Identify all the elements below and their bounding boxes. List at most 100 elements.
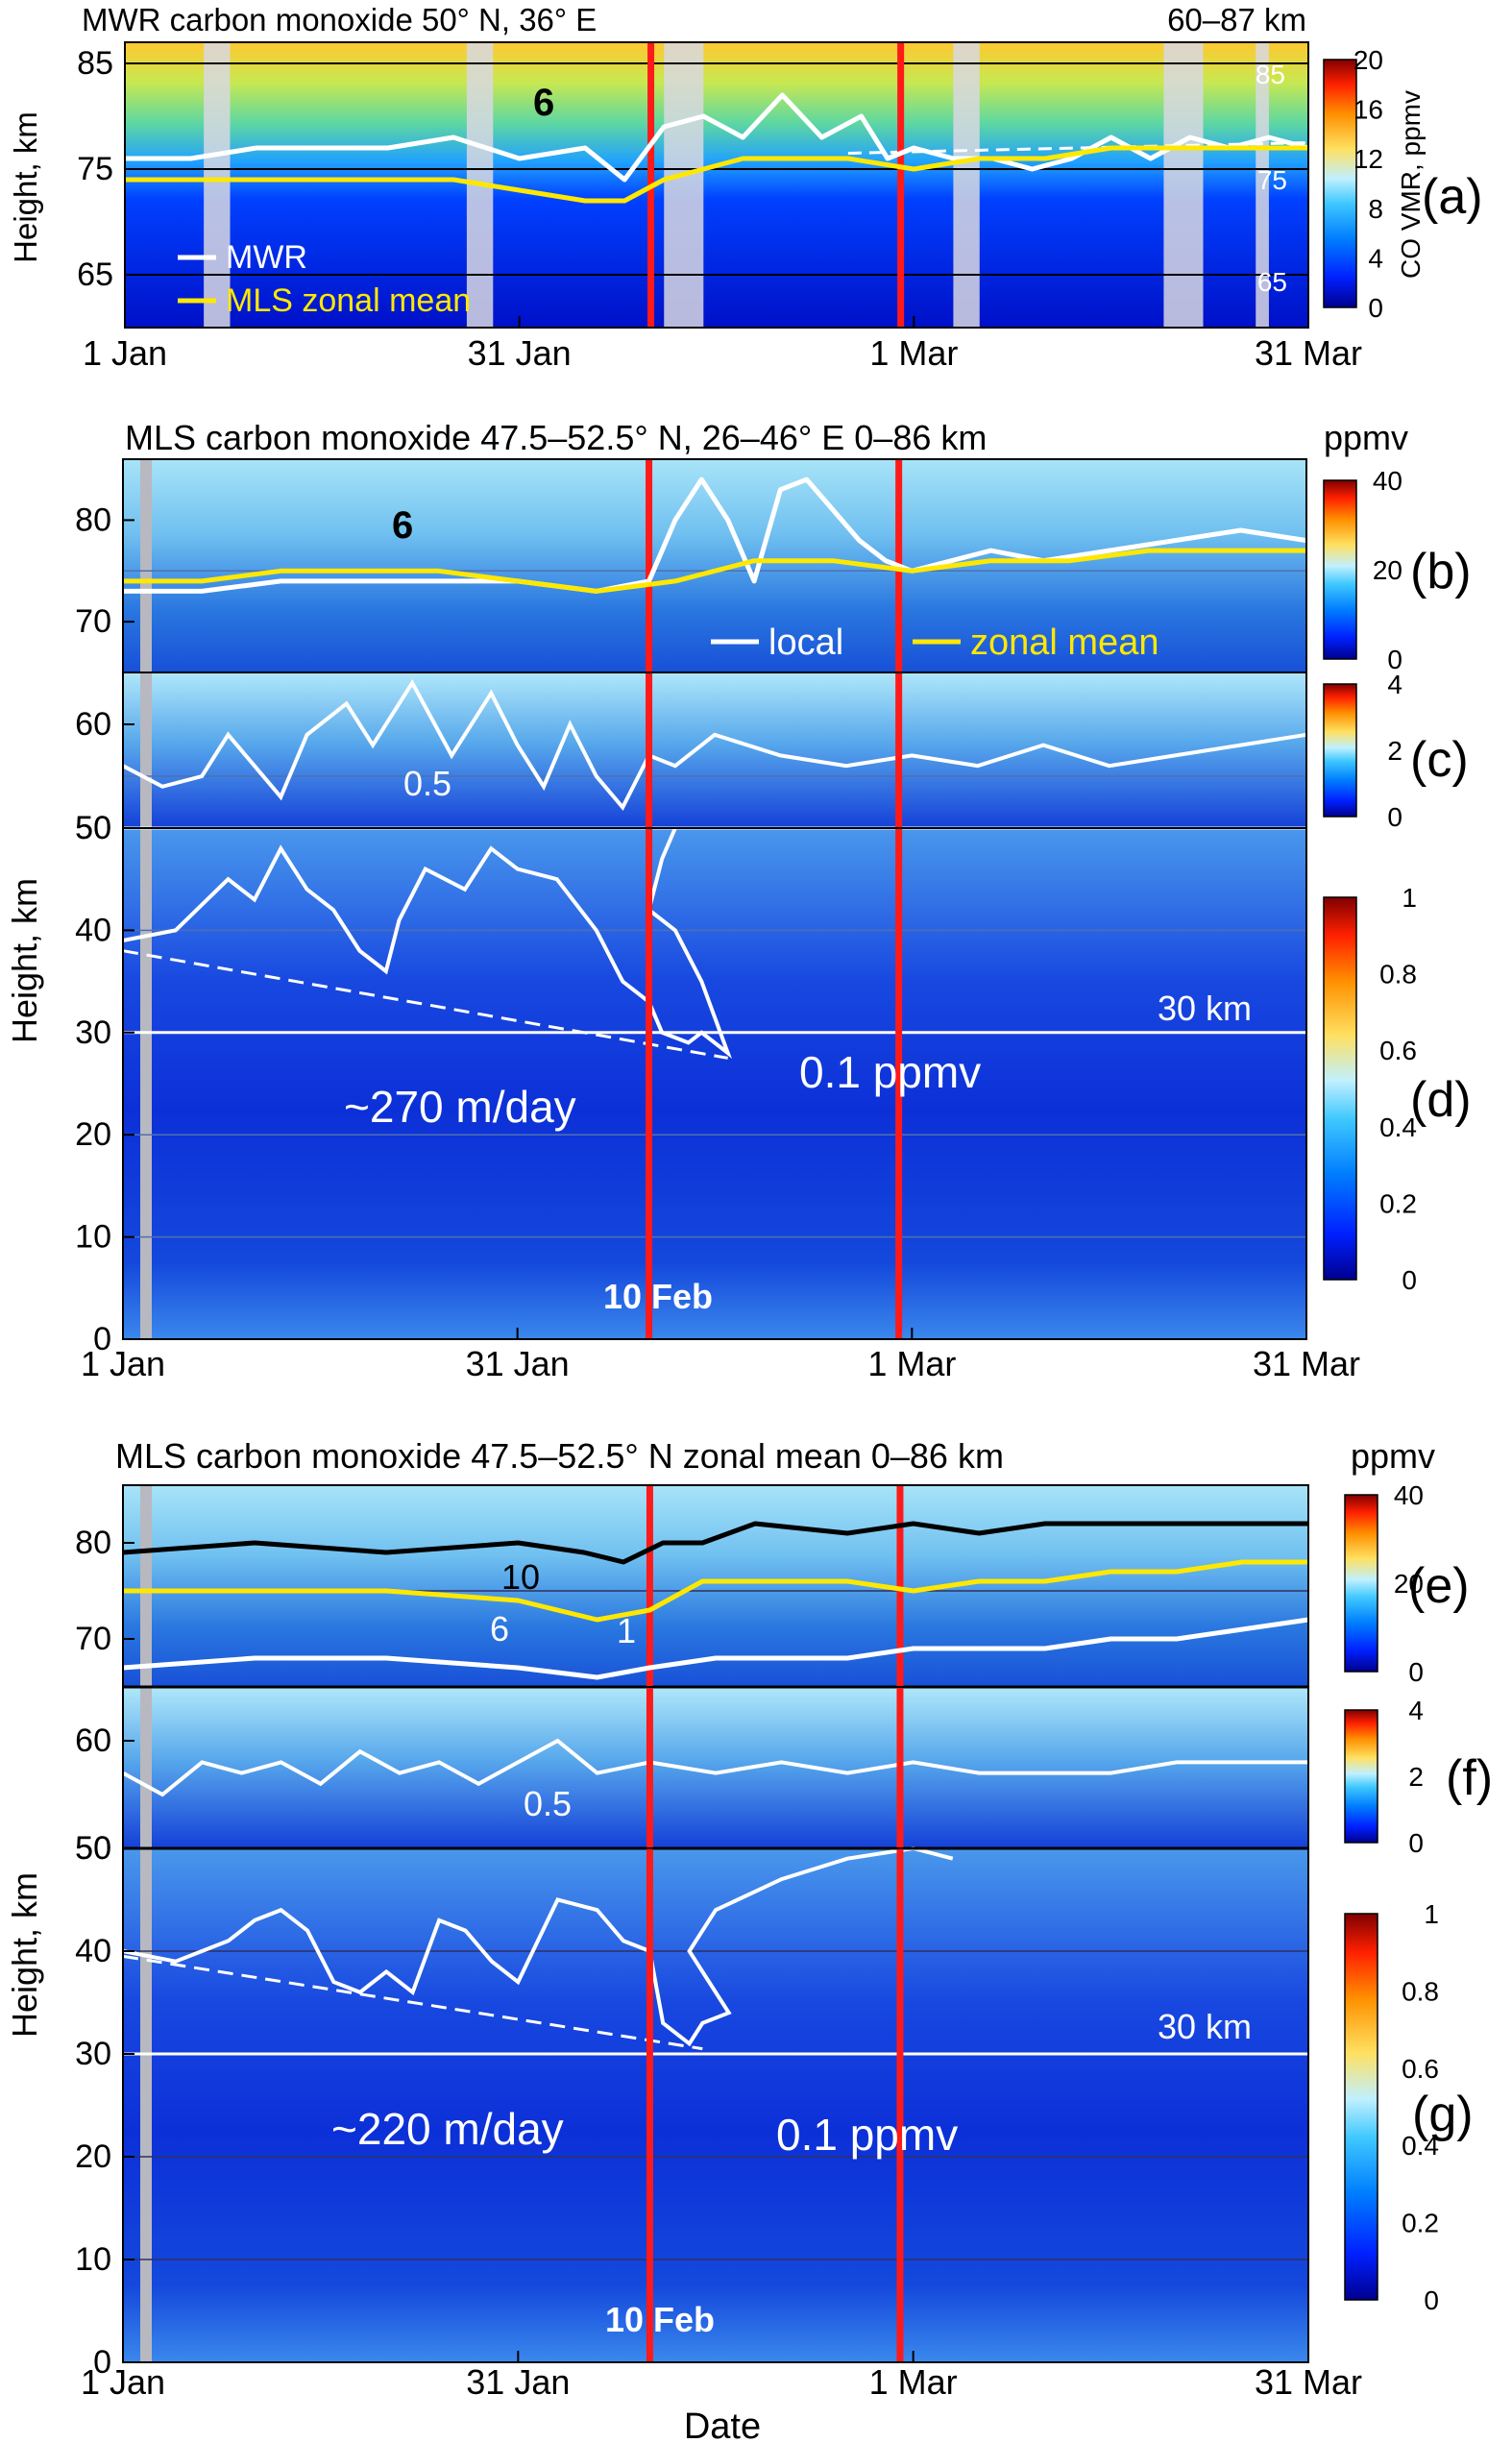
panel-b-letter: (b) bbox=[1410, 544, 1472, 599]
xtick-d-3: 31 Mar bbox=[1253, 1344, 1360, 1383]
cbtick-b-20: 20 bbox=[1373, 555, 1402, 585]
panel-d-30km-label: 30 km bbox=[1158, 989, 1252, 1028]
cbtick-f-0: 0 bbox=[1408, 1828, 1424, 1858]
ytick-b-80: 80 bbox=[75, 501, 111, 538]
cbtick-d-0.6: 0.6 bbox=[1379, 1036, 1417, 1065]
ytick-f-50: 50 bbox=[75, 1830, 111, 1867]
data-gap-5 bbox=[1256, 42, 1269, 328]
ytick-d-20: 20 bbox=[75, 1116, 111, 1153]
panel-f-heatmap bbox=[123, 1687, 1308, 1848]
colorbar-a bbox=[1323, 59, 1357, 308]
series-a-1 bbox=[125, 145, 1308, 204]
panel-c-heatmap bbox=[123, 672, 1306, 828]
ytick-g-20: 20 bbox=[75, 2138, 111, 2175]
colorbar-c bbox=[1323, 683, 1357, 818]
xtick-a-2: 1 Mar bbox=[869, 333, 958, 373]
descent-line-d bbox=[122, 949, 728, 1060]
cbtick-g-0.8: 0.8 bbox=[1402, 1976, 1439, 2006]
ytick-d-40: 40 bbox=[75, 912, 111, 948]
xtick-g-3: 31 Mar bbox=[1255, 2362, 1362, 2402]
data-gap-2 bbox=[664, 42, 704, 328]
cbtick-g-0: 0 bbox=[1424, 2285, 1439, 2315]
contour-c-0.5 bbox=[122, 678, 1307, 811]
panel-b-units: ppmv bbox=[1324, 418, 1408, 457]
cbtick-d-0: 0 bbox=[1402, 1265, 1417, 1295]
panel-e-label-10: 10 bbox=[501, 1557, 540, 1597]
grey-strip-efg bbox=[140, 1485, 152, 2362]
cbtick-a-16: 16 bbox=[1353, 95, 1383, 125]
cbtick-g-0.2: 0.2 bbox=[1402, 2209, 1439, 2238]
panel-a-series: 65 75 85 1 Jan 31 Jan 1 Mar 31 Mar bbox=[77, 42, 1362, 373]
ytick-g-0: 0 bbox=[93, 2344, 111, 2381]
colorbar-a-label: CO VMR, ppmv bbox=[1396, 90, 1426, 279]
panel-g-10feb-label: 10 Feb bbox=[605, 2300, 715, 2339]
series-a-0 bbox=[125, 92, 1309, 183]
cbtick-g-1: 1 bbox=[1424, 1899, 1439, 1929]
panel-d-frame bbox=[122, 827, 1307, 1340]
ytick-c-50: 50 bbox=[75, 810, 111, 846]
legend-label-mwr: MWR bbox=[226, 239, 307, 276]
cbtick-d-0.8: 0.8 bbox=[1379, 960, 1417, 989]
colorbar-d bbox=[1323, 896, 1357, 1281]
panel-g-frame bbox=[122, 1847, 1309, 2363]
cbtick-d-0.2: 0.2 bbox=[1379, 1188, 1417, 1218]
ytick-c-60: 60 bbox=[75, 706, 111, 743]
ytick-g-40: 40 bbox=[75, 1933, 111, 1969]
panel-a-legend: MWR MLS zonal mean bbox=[178, 239, 471, 319]
panel-b-title: MLS carbon monoxide 47.5–52.5° N, 26–46°… bbox=[125, 418, 987, 457]
panel-b-contour-label: 6 bbox=[392, 504, 413, 547]
colorbar-f bbox=[1344, 1709, 1378, 1844]
cbtick-f-2: 2 bbox=[1408, 1762, 1424, 1792]
colorbar-e bbox=[1344, 1494, 1378, 1673]
colorbar-b bbox=[1323, 479, 1357, 660]
cbtick-a-20: 20 bbox=[1353, 45, 1383, 75]
panel-a-title: MWR carbon monoxide 50° N, 36° E bbox=[82, 2, 597, 37]
ytick-d-50: 50 bbox=[75, 810, 111, 846]
panel-a: MWR carbon monoxide 50° N, 36° E 60–87 k… bbox=[8, 2, 1483, 373]
cbtick-a-4: 4 bbox=[1368, 243, 1383, 273]
ytick-g-30: 30 bbox=[75, 2036, 111, 2072]
series-e-2 bbox=[122, 1617, 1309, 1680]
xtick-g-1: 31 Jan bbox=[466, 2362, 570, 2402]
ytick-b-70: 70 bbox=[75, 603, 111, 640]
cbtick-c-0: 0 bbox=[1387, 802, 1402, 832]
data-gap-0 bbox=[204, 42, 231, 328]
panel-g-30km-label: 30 km bbox=[1158, 2007, 1252, 2046]
cbtick-e-20: 20 bbox=[1394, 1569, 1424, 1599]
panel-g-heatmap bbox=[123, 1848, 1308, 2362]
xtick-g-2: 1 Mar bbox=[869, 2362, 958, 2402]
panel-a-colorbar: 0 4 8 12 16 20 CO VMR, ppmv bbox=[1323, 45, 1426, 323]
data-gap-3 bbox=[953, 42, 980, 328]
ytick-f-60: 60 bbox=[75, 1722, 111, 1759]
panel-e-units: ppmv bbox=[1351, 1436, 1435, 1476]
panel-bcd: MLS carbon monoxide 47.5–52.5° N, 26–46°… bbox=[5, 418, 1472, 1383]
ytick-d-0: 0 bbox=[93, 1321, 111, 1357]
cbtick-g-0.6: 0.6 bbox=[1402, 2054, 1439, 2084]
ytick-e-70: 70 bbox=[75, 1621, 111, 1657]
cbtick-e-40: 40 bbox=[1394, 1480, 1424, 1510]
panel-e-letter: (e) bbox=[1408, 1558, 1470, 1614]
panel-a-letter: (a) bbox=[1422, 169, 1483, 225]
xtick-a-3: 31 Mar bbox=[1255, 333, 1362, 373]
cbtick-b-0: 0 bbox=[1387, 645, 1402, 674]
panel-d-10feb-label: 10 Feb bbox=[603, 1277, 713, 1316]
ytick-a-85: 85 bbox=[77, 45, 113, 82]
xtick-g-0: 1 Jan bbox=[81, 2362, 165, 2402]
xtick-a-0: 1 Jan bbox=[83, 333, 167, 373]
legend-label-zonal: zonal mean bbox=[970, 623, 1158, 663]
panel-e-label-1: 1 bbox=[617, 1611, 636, 1650]
cbtick-b-40: 40 bbox=[1373, 466, 1402, 496]
panel-d-letter: (d) bbox=[1410, 1072, 1472, 1128]
panel-g-descent-label: ~220 m/day bbox=[331, 2104, 564, 2154]
contour-g-0.1 bbox=[122, 1845, 954, 2047]
cbtick-e-0: 0 bbox=[1408, 1657, 1424, 1687]
hline-label-85: 85 bbox=[1256, 60, 1285, 89]
ytick-a-65: 65 bbox=[77, 257, 113, 293]
ytick-a-75: 75 bbox=[77, 151, 113, 187]
hline-label-75: 75 bbox=[1257, 165, 1287, 195]
xtick-d-1: 31 Jan bbox=[466, 1344, 570, 1383]
panel-b-legend: local zonal mean bbox=[711, 623, 1158, 663]
cbtick-d-0.4: 0.4 bbox=[1379, 1112, 1417, 1142]
